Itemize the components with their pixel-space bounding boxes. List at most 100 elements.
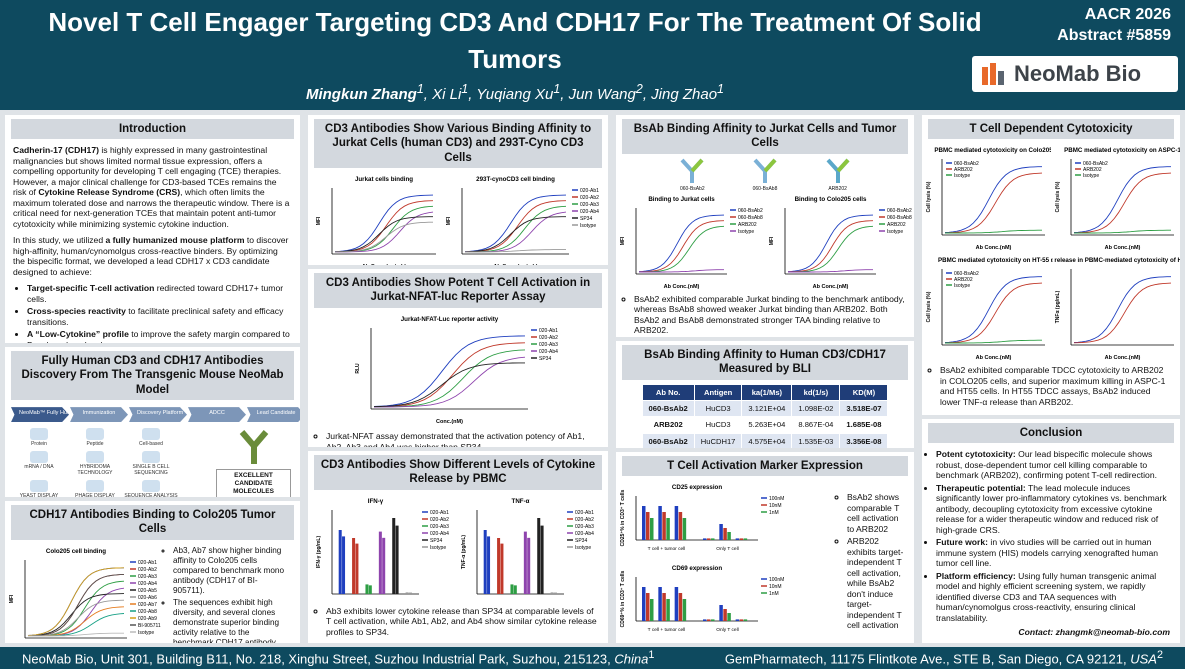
bar xyxy=(703,538,707,541)
item-label: Cell-based xyxy=(139,441,163,448)
text-run: Cytokine Release Syndrome (CRS) xyxy=(38,187,181,198)
cell: 4.575E+04 xyxy=(741,432,793,448)
bar xyxy=(674,506,679,541)
bar xyxy=(703,619,707,621)
curve xyxy=(944,166,1042,234)
y-axis-label: CD69⁺% in CD3⁺ T cells xyxy=(620,570,626,627)
curve xyxy=(373,335,525,407)
bar xyxy=(666,598,670,621)
bar xyxy=(727,532,731,541)
text-run: 1 xyxy=(717,82,724,96)
bullets: Target-specific T-cell activation redire… xyxy=(13,283,292,343)
curve xyxy=(27,592,125,636)
chart: Binding to Jurkat cells Ab Conc.(nM) MFI 06… xyxy=(620,196,763,290)
footer: NeoMab Bio, Unit 301, Building B11, No. … xyxy=(0,649,1185,669)
bullet: Cross-species reactivity to facilitate p… xyxy=(27,306,292,327)
legend-label: Isotype xyxy=(575,545,591,551)
curve xyxy=(464,216,566,253)
curve xyxy=(944,173,1043,234)
legend-label: 020-Ab3 xyxy=(575,524,594,530)
item-label: Peptide xyxy=(86,441,104,448)
text-run: in vivo studies will be carried out in h… xyxy=(936,537,1159,569)
bar xyxy=(739,538,744,541)
x-axis-label: Ab Conc.(nM) xyxy=(1105,355,1141,361)
bullet: Platform efficiency: Using fully human t… xyxy=(936,571,1172,623)
curve xyxy=(334,216,433,253)
item-label: SEQUENCE ANALYSIS xyxy=(124,493,178,497)
section-title: CD3 Antibodies Show Different Levels of … xyxy=(314,455,602,490)
section-title: T Cell Activation Marker Expression xyxy=(622,456,908,477)
legend-label: 060-BsAb2 xyxy=(738,208,763,214)
text-run: , Yuqiang Xu xyxy=(468,86,554,103)
section-title: BsAb Binding Affinity to Human CD3/CDH17… xyxy=(622,345,908,380)
legend-label: 020-Ab3 xyxy=(580,202,599,208)
nfat-panel: CD3 Antibodies Show Potent T Cell Activa… xyxy=(308,269,608,447)
y-axis-label: TNF-α (pg/mL) xyxy=(461,534,467,569)
bar xyxy=(550,592,554,594)
chart-title: PBMC mediated cytotoxicity on ASPC-1 xyxy=(1064,147,1180,154)
text-run: In this study, we utilized xyxy=(13,235,106,246)
bar xyxy=(662,512,666,541)
y-axis-label: MFI xyxy=(316,216,322,225)
section-title: Introduction xyxy=(11,119,294,140)
y-axis-label: Cell lysis (%) xyxy=(1055,182,1061,213)
flow-step: ADCC xyxy=(188,407,246,423)
legend-label: 060-BsAb8 xyxy=(887,215,912,221)
chart: Colo205 cell bindingAb Conc. (nM)MFI020-… xyxy=(9,548,161,639)
legend-label: Isotype xyxy=(580,223,596,229)
legend-label: 020-Ab2 xyxy=(138,567,157,573)
flow-step: Discovery Platform xyxy=(129,407,187,423)
section-title: Fully Human CD3 and CDH17 Antibodies Dis… xyxy=(11,351,294,401)
legend-label: 060-BsAb2 xyxy=(954,271,979,277)
bar xyxy=(646,512,650,541)
antibody-label: ARB202 xyxy=(828,185,847,192)
bar xyxy=(650,598,654,621)
legend-label: Isotype xyxy=(1083,173,1099,179)
y-axis-label: Cell lysis (%) xyxy=(926,292,932,323)
cell: HuCD3 xyxy=(693,399,743,418)
bar xyxy=(707,619,711,621)
antibody-arm xyxy=(836,158,850,173)
chart-title: CD69 expression xyxy=(672,565,722,572)
note: Ab3 exhibits lower cytokine release than… xyxy=(326,606,600,637)
bar xyxy=(682,598,687,621)
bar xyxy=(355,543,359,594)
text-run: , which often limits the maximum tolerat… xyxy=(13,187,290,229)
cell: 3.356E-08 xyxy=(839,432,889,448)
legend-label: ARB202 xyxy=(954,277,973,283)
cell: HuCDH17 xyxy=(693,432,743,448)
legend-label: 020-Ab1 xyxy=(430,510,449,516)
text-run: Future work: xyxy=(936,537,989,548)
text-run: Cadherin-17 (CDH17) xyxy=(13,145,99,156)
legend-label: 10nM xyxy=(769,584,782,590)
text-run: Using fully human transgenic animal mode… xyxy=(936,570,1157,623)
chart-title: TNF-α xyxy=(512,498,530,505)
legend-label: SP34 xyxy=(580,216,592,222)
bar xyxy=(646,592,650,621)
cell: 8.867E-04 xyxy=(791,416,841,434)
legend-label: 020-Ab4 xyxy=(430,531,449,537)
chart-title: Binding to Colo205 cells xyxy=(795,196,867,203)
legend-label: 020-Ab5 xyxy=(138,588,157,594)
bar xyxy=(483,529,487,594)
curve xyxy=(334,194,434,253)
bar xyxy=(513,585,517,594)
bar xyxy=(735,619,740,621)
text-run: Therapeutic potential: xyxy=(936,482,1026,493)
curve xyxy=(638,220,725,273)
legend-label: 020-Ab4 xyxy=(539,349,558,355)
text-run: 1 xyxy=(553,82,561,96)
bar xyxy=(707,538,711,541)
bar xyxy=(338,529,342,594)
authors: Mingkun Zhang1, Xi Li1, Yuqiang Xu1, Jun… xyxy=(40,82,990,103)
curve xyxy=(27,567,125,636)
flow-item: Peptide xyxy=(67,428,123,447)
bar xyxy=(487,536,491,594)
bullet: Target-specific T-cell activation redire… xyxy=(27,283,292,304)
legend-label: Isotype xyxy=(138,630,154,636)
legend-label: 020-Ab3 xyxy=(430,524,449,530)
legend-label: 060-BsAb2 xyxy=(954,161,979,167)
text-run: , Xi Li xyxy=(423,86,462,103)
curve xyxy=(787,220,874,273)
y-axis-label: MFI xyxy=(9,594,15,603)
